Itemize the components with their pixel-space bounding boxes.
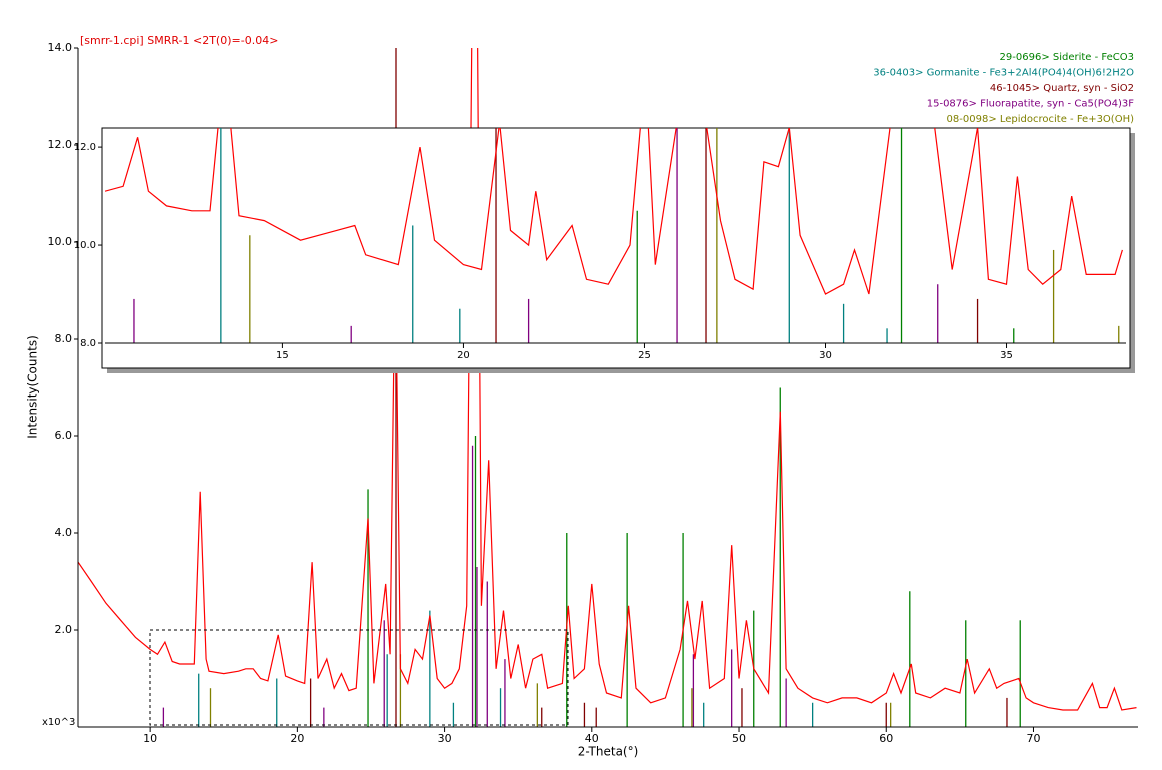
y-tick-label: 14.0 bbox=[48, 41, 73, 54]
x-tick-label: 35 bbox=[1000, 350, 1013, 361]
x-tick-label: 20 bbox=[457, 350, 470, 361]
x-tick-label: 25 bbox=[638, 350, 651, 361]
inset-frame bbox=[101, 127, 1131, 369]
x-tick-label: 60 bbox=[879, 732, 893, 745]
x-tick-label: 50 bbox=[732, 732, 746, 745]
y-tick-label: 8.0 bbox=[55, 332, 73, 345]
y-tick-label: 12.0 bbox=[74, 142, 96, 153]
x-tick-label: 10 bbox=[143, 732, 157, 745]
plot-area bbox=[78, 48, 1137, 727]
x-tick-label: 70 bbox=[1026, 732, 1040, 745]
legend-entry: 46-1045> Quartz, syn - SiO2 bbox=[990, 83, 1134, 94]
legend-entry: 15-0876> Fluorapatite, syn - Ca5(PO4)3F bbox=[927, 99, 1135, 110]
x-tick-label: 30 bbox=[438, 732, 452, 745]
x-tick-label: 30 bbox=[819, 350, 832, 361]
chart-title: [smrr-1.cpi] SMRR-1 <2T(0)=-0.04> bbox=[80, 34, 278, 47]
zoom-box bbox=[149, 629, 569, 726]
legend-entry: 08-0098> Lepidocrocite - Fe+3O(OH) bbox=[947, 114, 1135, 125]
y-tick-label: 4.0 bbox=[55, 526, 73, 539]
y-tick-label: 6.0 bbox=[55, 429, 73, 442]
y-axis-label: Intensity(Counts) bbox=[26, 335, 40, 438]
pattern-line bbox=[78, 48, 1137, 711]
y-tick-label: 10.0 bbox=[48, 235, 73, 248]
x-axis-label: 2-Theta(°) bbox=[578, 745, 639, 759]
y-tick-label: 8.0 bbox=[80, 338, 96, 349]
x-tick-label: 20 bbox=[290, 732, 304, 745]
main-plot: 10 20 30 40 50 60 70 2.0 4.0 6.0 8.0 10.0 12.0 14.0 bbox=[48, 41, 1138, 745]
legend-entry: 36-0403> Gormanite - Fe3+2Al4(PO4)4(OH)6… bbox=[873, 68, 1134, 79]
pattern-line bbox=[105, 128, 1123, 295]
y-tick-label: 2.0 bbox=[55, 623, 73, 636]
y-tick-label: 10.0 bbox=[74, 240, 96, 251]
inset-plot: 15 20 25 30 35 8.0 10.0 12.0 bbox=[74, 128, 1126, 361]
x-tick-label: 15 bbox=[276, 350, 289, 361]
plot-area bbox=[105, 128, 1123, 343]
x-tick-label: 40 bbox=[585, 732, 599, 745]
y-tick-label: 12.0 bbox=[48, 138, 73, 151]
legend-entry: 29-0696> Siderite - FeCO3 bbox=[1000, 52, 1134, 63]
y-multiplier: x10^3 bbox=[42, 717, 75, 728]
